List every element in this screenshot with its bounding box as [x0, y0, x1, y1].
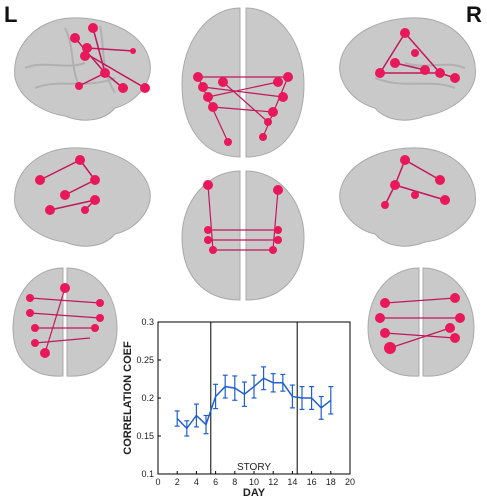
x-tick-label: 18: [326, 477, 336, 487]
x-tick-label: 2: [175, 477, 180, 487]
right-hemisphere-label: R: [466, 2, 482, 27]
x-tick-label: 14: [287, 477, 297, 487]
right-lateral-brain-middle: [335, 140, 485, 250]
anterior-brain-bottom-right: [360, 258, 482, 388]
story-annotation: STORY: [237, 462, 271, 473]
y-tick-label: 0.25: [136, 355, 154, 365]
x-tick-label: 0: [155, 477, 160, 487]
dorsal-brain-middle: [168, 165, 318, 305]
left-lateral-brain-top: [5, 8, 155, 126]
x-tick-label: 10: [249, 477, 259, 487]
x-axis-label: DAY: [243, 487, 266, 499]
chart-svg: 0 2 4 6 8 10 12 14 16 18 20 0.1 0.15 0.2 0.25 0.3 DAY COR…: [122, 317, 355, 499]
left-hemisphere-label: L: [4, 2, 18, 27]
series-line: [176, 377, 332, 430]
y-tick-label: 0.3: [141, 317, 154, 327]
right-lateral-brain-top: [335, 8, 485, 126]
dorsal-brain-top: [168, 2, 318, 162]
x-tick-label: 8: [232, 477, 237, 487]
left-lateral-brain-middle: [5, 140, 155, 250]
correlation-chart: 0 2 4 6 8 10 12 14 16 18 20 0.1 0.15 0.2 0.25 0.3 DAY COR…: [118, 314, 363, 500]
anterior-brain-bottom-left: [5, 258, 125, 388]
x-tick-label: 6: [213, 477, 218, 487]
x-tick-label: 16: [307, 477, 317, 487]
x-tick-label: 20: [345, 477, 355, 487]
x-tick-label: 4: [194, 477, 199, 487]
y-tick-label: 0.15: [136, 431, 154, 441]
y-tick-label: 0.2: [141, 393, 154, 403]
x-tick-label: 12: [268, 477, 278, 487]
y-tick-label: 0.1: [141, 469, 154, 479]
y-axis-label: CORRELATION COEF: [122, 341, 134, 455]
